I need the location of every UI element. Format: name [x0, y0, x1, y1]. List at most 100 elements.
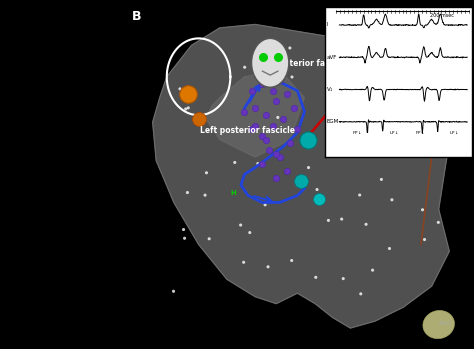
Text: FP$\downarrow$: FP$\downarrow$: [352, 129, 362, 136]
Point: [283, 61, 291, 67]
Text: Left posterior fascicle: Left posterior fascicle: [201, 126, 295, 135]
Text: V$_6$: V$_6$: [2, 328, 13, 338]
Point: [241, 65, 248, 70]
Point: [265, 147, 273, 153]
Point: [251, 123, 259, 128]
Point: [184, 105, 192, 111]
Point: [237, 222, 245, 228]
Point: [195, 116, 202, 121]
Point: [190, 95, 198, 101]
Point: [386, 246, 393, 251]
Text: EGM: EGM: [326, 119, 338, 124]
Point: [304, 137, 312, 142]
Point: [170, 289, 177, 294]
Point: [283, 91, 291, 97]
Point: [315, 196, 322, 202]
Text: LP$\downarrow$: LP$\downarrow$: [449, 129, 459, 136]
Point: [325, 218, 332, 223]
Text: aVR: aVR: [2, 129, 18, 135]
Point: [288, 258, 295, 263]
Point: [357, 291, 365, 297]
Point: [182, 106, 190, 112]
Text: B: B: [131, 10, 141, 23]
Point: [288, 74, 296, 80]
Point: [258, 161, 266, 167]
Point: [287, 140, 294, 146]
Point: [419, 207, 426, 213]
Point: [276, 154, 283, 160]
Point: [273, 175, 280, 181]
Point: [280, 116, 287, 121]
Point: [283, 168, 291, 174]
Point: [378, 177, 385, 182]
Point: [339, 276, 347, 281]
Text: V$_5$: V$_5$: [2, 303, 13, 313]
Point: [203, 170, 210, 176]
Text: III: III: [2, 104, 10, 110]
Point: [201, 192, 209, 198]
Point: [262, 112, 269, 118]
Point: [435, 220, 442, 225]
Point: [297, 179, 305, 184]
Point: [362, 222, 370, 227]
Point: [312, 275, 319, 280]
Point: [181, 236, 188, 241]
Polygon shape: [206, 70, 304, 157]
Point: [369, 267, 376, 273]
Point: [264, 264, 272, 270]
Polygon shape: [153, 24, 453, 328]
Text: II: II: [2, 79, 8, 85]
Point: [205, 236, 213, 242]
Circle shape: [251, 38, 289, 87]
Point: [231, 159, 238, 165]
Point: [421, 237, 428, 242]
Text: aVF: aVF: [2, 179, 17, 185]
Point: [184, 91, 192, 97]
Point: [258, 133, 266, 139]
Point: [286, 45, 294, 51]
Text: A: A: [5, 10, 16, 24]
Ellipse shape: [423, 311, 455, 339]
Point: [293, 126, 301, 132]
Point: [391, 148, 399, 154]
Point: [176, 86, 184, 92]
Point: [254, 161, 262, 166]
Point: [269, 123, 276, 128]
Point: [356, 192, 364, 198]
Text: V$_2$: V$_2$: [2, 227, 12, 238]
Point: [248, 126, 255, 132]
Text: V$_3$: V$_3$: [2, 252, 13, 263]
Point: [279, 53, 287, 58]
Point: [261, 202, 269, 208]
Point: [241, 109, 248, 114]
Point: [273, 151, 280, 156]
Point: [276, 77, 283, 83]
Point: [183, 190, 191, 195]
Point: [338, 216, 346, 222]
Text: LP$\downarrow$: LP$\downarrow$: [389, 129, 399, 136]
Point: [313, 187, 321, 192]
Point: [248, 88, 255, 94]
Point: [240, 260, 247, 265]
Text: H: H: [230, 191, 236, 196]
Point: [262, 137, 269, 142]
Point: [180, 227, 187, 232]
Text: V$_1$: V$_1$: [326, 85, 334, 94]
Point: [246, 230, 254, 235]
Text: I: I: [2, 53, 5, 60]
Text: FP$\downarrow$: FP$\downarrow$: [415, 129, 425, 136]
Text: aVL: aVL: [2, 154, 17, 160]
Point: [273, 98, 280, 104]
Text: RAO: RAO: [439, 321, 452, 326]
Point: [258, 81, 266, 87]
Point: [274, 114, 282, 120]
Point: [290, 105, 298, 111]
Point: [274, 54, 282, 60]
Point: [397, 123, 404, 128]
Point: [305, 165, 312, 170]
Point: [407, 97, 414, 102]
Point: [388, 197, 396, 202]
Point: [259, 54, 266, 60]
Point: [413, 134, 421, 140]
Text: V$_1$: V$_1$: [2, 202, 12, 213]
